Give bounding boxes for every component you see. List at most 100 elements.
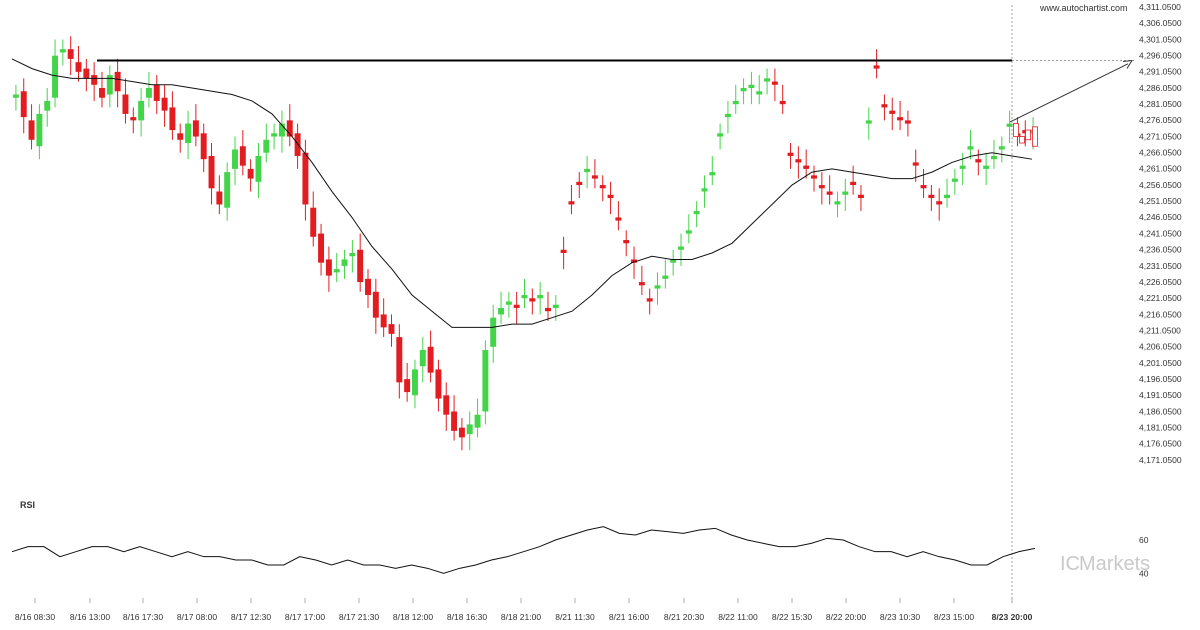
x-tick-label: 8/22 11:00 (718, 612, 758, 622)
candle-body (881, 104, 888, 108)
y-tick-label: 4,231.0500 (1139, 261, 1182, 271)
candle-body (897, 117, 904, 121)
y-tick-label: 4,206.0500 (1139, 342, 1182, 352)
candle-body (513, 304, 520, 308)
candle-body (959, 165, 966, 169)
forecast-candle (1025, 129, 1031, 141)
x-tick-label: 8/21 11:30 (555, 612, 595, 622)
candle-body (36, 113, 43, 147)
x-tick-label: 8/16 08:30 (15, 612, 55, 622)
candle-body (724, 113, 731, 118)
candle-body (294, 133, 301, 156)
candle-body (161, 97, 168, 111)
forecast-arrow-head (1122, 60, 1133, 69)
candle-body (380, 314, 387, 328)
rsi-y-axis: 60 40 (1139, 535, 1149, 578)
candle-body (365, 278, 371, 296)
y-tick-label: 4,176.0500 (1139, 439, 1182, 449)
candle-body (685, 230, 692, 234)
candle-body (498, 307, 504, 315)
candle-body (967, 146, 974, 150)
candle-body (834, 201, 841, 205)
x-tick-label: 8/23 10:30 (880, 612, 920, 622)
candle-body (701, 188, 708, 192)
candle-body (239, 146, 246, 166)
y-tick-label: 4,201.0500 (1139, 358, 1182, 368)
candle-body (889, 110, 896, 114)
x-tick-label: 8/21 20:30 (664, 612, 704, 622)
forecast-arrow-line (1009, 63, 1129, 123)
candle-body (388, 324, 395, 334)
y-tick-label: 4,196.0500 (1139, 374, 1182, 384)
candle-body (951, 178, 958, 182)
candle-body (130, 117, 137, 121)
candle-body (271, 133, 278, 137)
brand-name: Markets (1079, 553, 1150, 575)
candle-body (591, 175, 598, 179)
candle-body (302, 152, 309, 205)
candle-body (811, 175, 817, 179)
candle-body (99, 88, 105, 98)
candle-body (748, 84, 755, 89)
y-tick-label: 4,266.0500 (1139, 148, 1182, 158)
candle-body (91, 75, 98, 85)
y-tick-label: 4,246.0500 (1139, 212, 1182, 222)
candle-body (818, 185, 825, 189)
candle-body (505, 301, 512, 305)
x-tick-label: 8/17 12:30 (231, 612, 271, 622)
forecast-candle (1013, 123, 1019, 137)
candle-body (208, 155, 215, 189)
candle-body (732, 100, 739, 105)
candle-body (83, 68, 90, 79)
candle-body (325, 259, 332, 276)
y-tick-label: 4,301.0500 (1139, 34, 1182, 44)
x-tick-label: 8/18 16:30 (447, 612, 487, 622)
forecast-candle (1032, 126, 1038, 147)
candle-body (451, 411, 458, 431)
candle-body (795, 159, 802, 163)
candle-body (44, 100, 51, 111)
x-tick-label: 8/17 17:00 (285, 612, 325, 622)
candle-body (709, 172, 716, 176)
candle-body (1006, 123, 1013, 127)
candle-body (693, 210, 700, 215)
candle-body (67, 49, 74, 59)
candle-body (372, 291, 379, 318)
x-tick-label: 8/16 17:30 (123, 612, 163, 622)
brand-prefix: IC (1060, 553, 1080, 575)
y-tick-label: 4,171.0500 (1139, 455, 1182, 465)
candle-body (12, 94, 19, 98)
candle-body (224, 172, 231, 208)
candle-body (20, 91, 27, 118)
rsi-pane (11, 526, 1036, 574)
candle-body (232, 149, 238, 169)
candle-body (975, 159, 982, 163)
candle-body (318, 233, 325, 263)
candle-body (52, 55, 59, 98)
y-tick-label: 4,306.0500 (1139, 18, 1182, 28)
candle-body (404, 379, 411, 393)
candle-body (717, 133, 724, 137)
candle-body (631, 259, 638, 263)
candle-body (912, 162, 919, 166)
candle-body (490, 317, 497, 347)
candle-body (654, 285, 661, 289)
candle-body (936, 201, 943, 205)
candle-body (568, 201, 575, 205)
x-tick-label: 8/18 12:00 (393, 612, 433, 622)
candle-body (740, 88, 747, 92)
candle-body (75, 62, 82, 72)
candle-body (857, 194, 864, 198)
candle-body (623, 240, 630, 244)
candle-body (28, 120, 35, 140)
candle-body (865, 120, 872, 124)
candle-body (615, 217, 622, 221)
brand-logo: IC Markets (1060, 553, 1150, 575)
x-tick-label: 8/21 16:00 (609, 612, 649, 622)
y-tick-label: 4,211.0500 (1139, 325, 1181, 335)
candle-body (122, 94, 129, 114)
y-tick-label: 4,236.0500 (1139, 245, 1182, 255)
candle-body (349, 252, 356, 257)
candle-body (944, 194, 950, 198)
candle-body (842, 191, 849, 195)
